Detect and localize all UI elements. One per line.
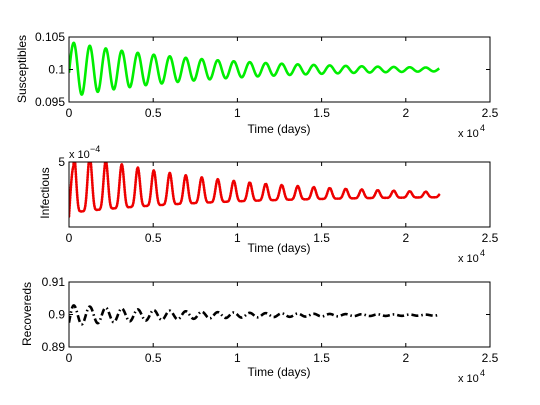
x-tick-label-susceptibles: 0 <box>66 106 73 120</box>
x-exponent-recovereds: x 10 4 <box>458 368 485 385</box>
panel-infectious: 0 0.5 1 1.5 2 2.5 5 Time (days) Infectious x 1… <box>38 144 499 265</box>
series-line-recovereds <box>69 304 441 326</box>
ticks-susceptibles: 0 0.5 1 1.5 2 2.5 0.095 0.1 0.105 <box>35 30 499 120</box>
x-axis-label-recovereds: Time (days) <box>248 365 311 379</box>
x-tick-label-infectious: 1.5 <box>313 231 330 245</box>
y-tick-label-recovereds: 0.91 <box>42 275 66 289</box>
ticks-recovereds: 0 0.5 1 1.5 2 2.5 0.89 0.9 0.91 <box>42 275 499 365</box>
y-tick-label-susceptibles: 0.095 <box>35 95 65 109</box>
y-axis-label-susceptibles: Susceptibles <box>15 35 29 103</box>
x-tick-label-recovereds: 2.5 <box>482 351 499 365</box>
y-tick-label-recovereds: 0.89 <box>42 340 66 354</box>
panel-recovereds: 0 0.5 1 1.5 2 2.5 0.89 0.9 0.91 Time (days) Reco… <box>20 275 499 385</box>
axes-box-susceptibles <box>68 36 491 103</box>
series-layer-infectious <box>69 162 441 218</box>
x-tick-label-infectious: 2 <box>402 231 409 245</box>
x-tick-label-recovereds: 0.5 <box>145 351 162 365</box>
x-exponent-power-recovereds: 4 <box>480 368 485 378</box>
x-tick-label-recovereds: 2 <box>402 351 409 365</box>
x-tick-label-recovereds: 1.5 <box>313 351 330 365</box>
x-axis-label-susceptibles: Time (days) <box>248 122 311 136</box>
x-tick-label-infectious: 0 <box>66 231 73 245</box>
y-tick-label-susceptibles: 0.1 <box>48 63 65 77</box>
y-tick-label-infectious: 5 <box>58 155 65 169</box>
ticks-infectious: 0 0.5 1 1.5 2 2.5 5 <box>58 155 498 245</box>
x-axis-label-infectious: Time (days) <box>248 241 311 255</box>
panel-susceptibles: 0 0.5 1 1.5 2 2.5 0.095 0.1 0.105 Time (days) Su… <box>15 30 499 140</box>
series-line-susceptibles <box>69 41 441 96</box>
y-exponent-infectious: x 10 −4 <box>69 144 100 161</box>
x-tick-label-infectious: 2.5 <box>482 231 499 245</box>
x-exponent-infectious: x 10 4 <box>458 248 485 265</box>
x-exponent-power-infectious: 4 <box>480 248 485 258</box>
series-line-infectious <box>69 162 441 218</box>
y-axis-label-infectious: Infectious <box>38 167 52 218</box>
series-layer-recovereds <box>69 304 441 326</box>
axes-box-infectious <box>68 161 491 228</box>
x-tick-label-infectious: 1 <box>234 231 241 245</box>
x-tick-label-recovereds: 1 <box>234 351 241 365</box>
x-tick-label-infectious: 0.5 <box>145 231 162 245</box>
x-exponent-base-recovereds: x 10 <box>458 373 479 385</box>
x-tick-label-recovereds: 0 <box>66 351 73 365</box>
y-tick-label-susceptibles: 0.105 <box>35 30 65 44</box>
x-exponent-base-infectious: x 10 <box>458 253 479 265</box>
y-tick-label-recovereds: 0.9 <box>48 308 65 322</box>
x-tick-label-susceptibles: 1.5 <box>313 106 330 120</box>
series-layer-susceptibles <box>69 41 441 96</box>
x-tick-label-susceptibles: 2.5 <box>482 106 499 120</box>
x-tick-label-susceptibles: 0.5 <box>145 106 162 120</box>
x-exponent-power-susceptibles: 4 <box>480 123 485 133</box>
y-axis-label-recovereds: Recovereds <box>20 282 34 346</box>
x-tick-label-susceptibles: 2 <box>402 106 409 120</box>
x-tick-label-susceptibles: 1 <box>234 106 241 120</box>
y-exponent-base-infectious: x 10 <box>69 149 90 161</box>
x-exponent-base-susceptibles: x 10 <box>458 128 479 140</box>
y-exponent-power-infectious: −4 <box>90 144 100 154</box>
x-exponent-susceptibles: x 10 4 <box>458 123 485 140</box>
